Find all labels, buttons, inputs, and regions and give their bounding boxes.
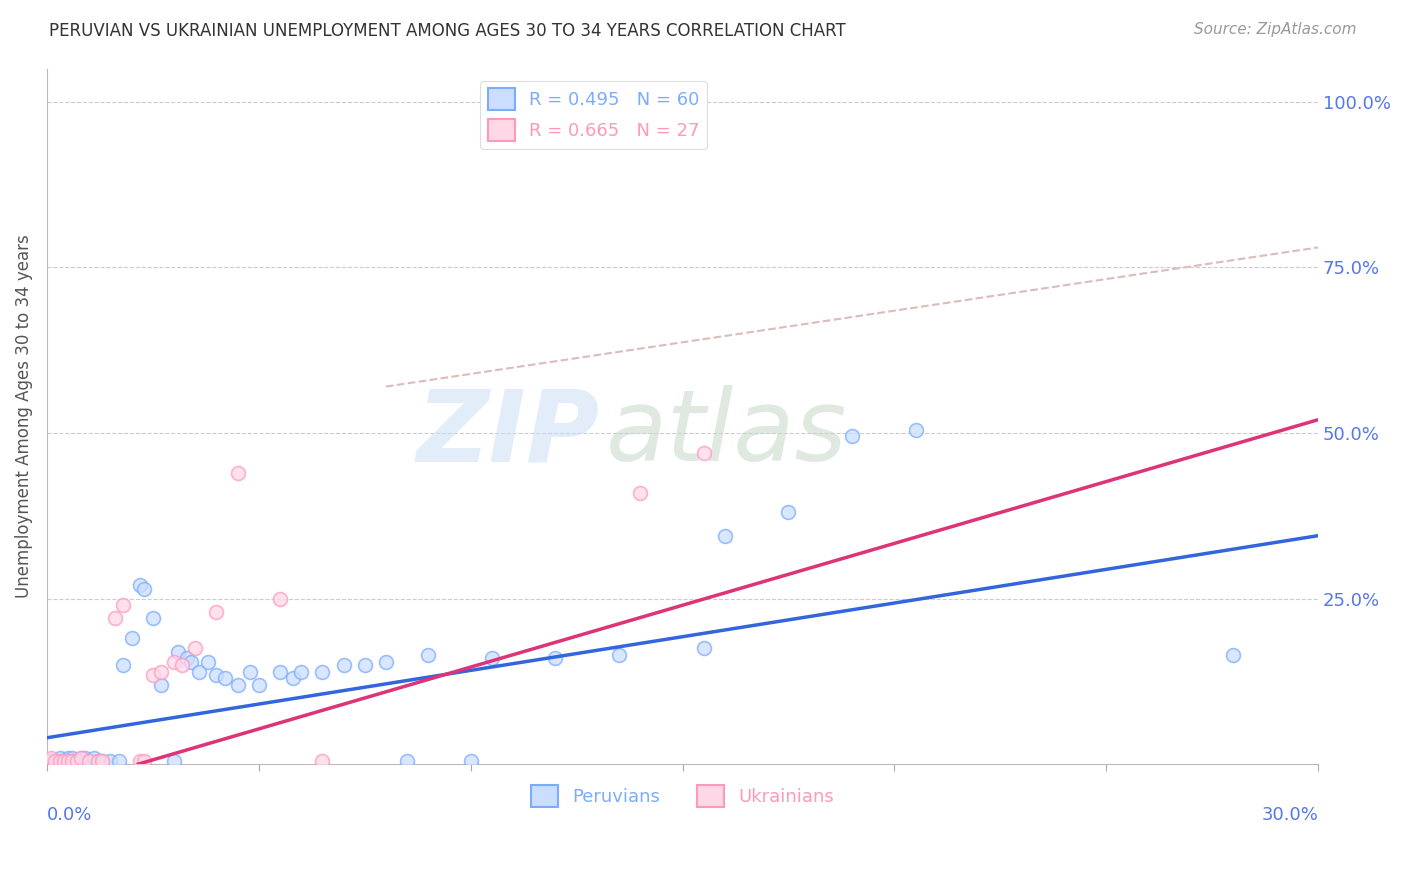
Text: ZIP: ZIP [418,385,600,483]
Point [778,506,800,520]
Text: PERUVIAN VS UKRAINIAN UNEMPLOYMENT AMONG AGES 30 TO 34 YEARS CORRELATION CHART: PERUVIAN VS UKRAINIAN UNEMPLOYMENT AMONG… [49,22,846,40]
Point [142,611,165,625]
Point [39,750,62,764]
Point [188,665,211,679]
Point [226,678,249,692]
Point [104,611,127,625]
Point [65,754,87,768]
Y-axis label: Unemployment Among Ages 30 to 34 years: Unemployment Among Ages 30 to 34 years [15,235,32,599]
Point [48,754,70,768]
Point [692,641,714,656]
Point [35,754,58,768]
Point [44,754,66,768]
Point [77,754,100,768]
Point [91,754,114,768]
Point [142,668,165,682]
Point [163,754,186,768]
Point [841,429,863,443]
Point [269,665,291,679]
Point [69,754,91,768]
Point [91,754,114,768]
Point [247,678,270,692]
Point [65,754,87,768]
Point [353,657,375,672]
Point [39,754,62,768]
Point [184,641,207,656]
Point [167,645,190,659]
Point [281,671,304,685]
Point [205,668,228,682]
Point [48,754,70,768]
Point [56,754,79,768]
Point [83,750,105,764]
Point [311,665,333,679]
Point [52,754,75,768]
Point [44,754,66,768]
Point [134,582,156,596]
Point [56,754,79,768]
Point [544,651,567,665]
Point [69,750,91,764]
Point [150,678,173,692]
Point [108,754,131,768]
Point [1222,648,1244,662]
Point [56,750,79,764]
Point [163,655,186,669]
Point [129,578,152,592]
Point [112,599,135,613]
Point [197,655,219,669]
Point [607,648,630,662]
Point [129,754,152,768]
Point [60,754,83,768]
Text: Source: ZipAtlas.com: Source: ZipAtlas.com [1194,22,1357,37]
Point [460,754,482,768]
Point [214,671,236,685]
Point [52,754,75,768]
Point [269,591,291,606]
Point [69,750,91,764]
Point [52,754,75,768]
Text: atlas: atlas [606,385,848,483]
Point [65,754,87,768]
Point [396,754,419,768]
Point [226,466,249,480]
Point [205,605,228,619]
Point [48,750,70,764]
Point [176,651,198,665]
Point [112,657,135,672]
Point [904,423,927,437]
Point [87,754,110,768]
Point [332,657,354,672]
Point [87,754,110,768]
Point [311,754,333,768]
Legend: Peruvians, Ukrainians: Peruvians, Ukrainians [524,778,841,814]
Point [60,750,83,764]
Point [180,655,202,669]
Point [172,657,194,672]
Point [374,655,396,669]
Point [628,485,651,500]
Point [77,754,100,768]
Point [121,632,143,646]
Point [714,529,737,543]
Point [60,754,83,768]
Point [100,754,122,768]
Point [150,665,173,679]
Point [35,754,58,768]
Point [73,750,96,764]
Point [77,754,100,768]
Point [481,651,503,665]
Text: 30.0%: 30.0% [1261,806,1319,824]
Point [418,648,440,662]
Point [44,754,66,768]
Text: 0.0%: 0.0% [46,806,93,824]
Point [239,665,262,679]
Point [692,446,714,460]
Point [134,754,156,768]
Point [290,665,312,679]
